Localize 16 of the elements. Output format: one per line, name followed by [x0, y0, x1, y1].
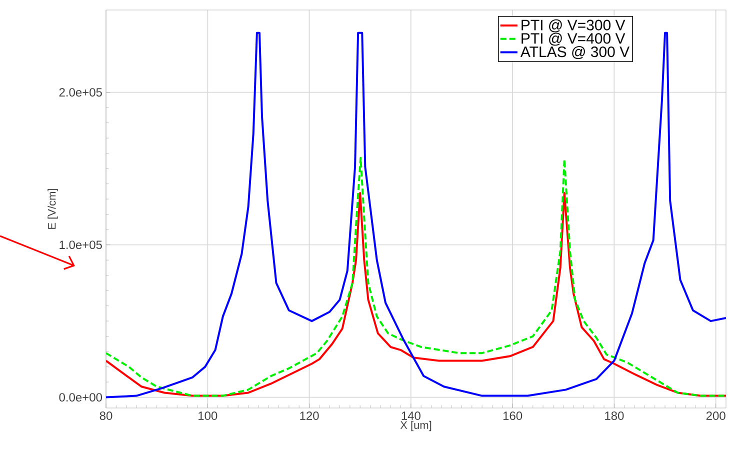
legend-label: PTI @ V=300 V [522, 19, 626, 32]
legend-label: ATLAS @ 300 V [520, 46, 630, 60]
x-axis-title: X [um] [400, 420, 432, 432]
y-tick-label: 1.0e+05 [60, 240, 102, 250]
x-tick-label: 120 [300, 412, 319, 420]
x-tick-label: 160 [503, 412, 522, 420]
x-tick-label: 80 [100, 412, 112, 420]
x-tick-label: 200 [706, 412, 726, 420]
y-tick-label: 2.0e+05 [59, 88, 102, 97]
line-series [106, 32, 726, 398]
legend-label: PTI @ V=400 V [522, 32, 626, 46]
y-axis-title: E [V/cm] [48, 188, 58, 229]
x-tick-label: 140 [402, 412, 420, 420]
y-tick-label: 0.0e+00 [59, 393, 102, 402]
x-tick-label: 100 [198, 412, 218, 420]
x-tick-label: 180 [605, 412, 624, 420]
